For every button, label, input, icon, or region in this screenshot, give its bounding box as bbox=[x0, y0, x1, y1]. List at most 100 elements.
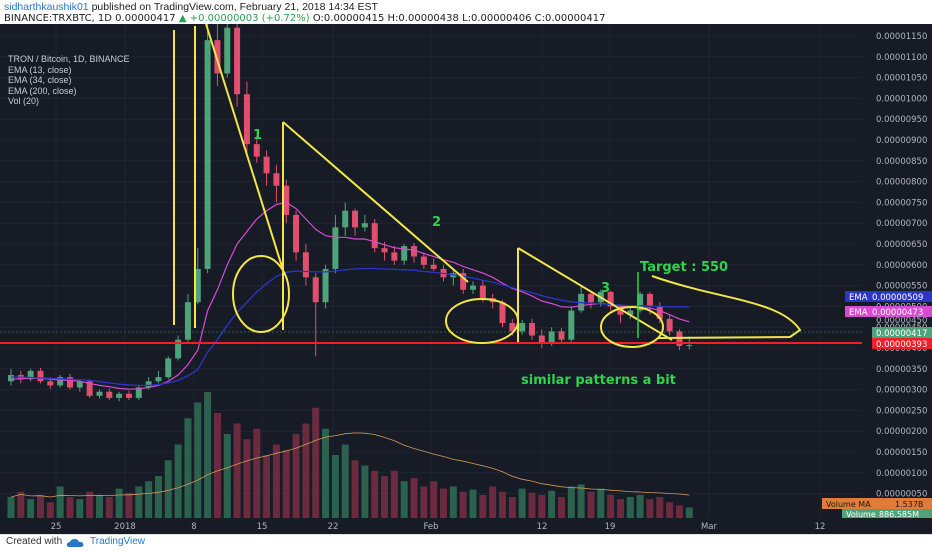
close-value: 0.00000417 bbox=[876, 329, 927, 339]
volume-bar bbox=[341, 444, 349, 518]
volume-bar bbox=[322, 428, 330, 518]
volume-bar bbox=[135, 486, 143, 518]
candle-body bbox=[135, 387, 142, 398]
last-price-tick: 0.00000450 bbox=[876, 316, 927, 326]
price-tick: 0.00000800 bbox=[876, 178, 927, 188]
candle-body bbox=[666, 318, 673, 332]
time-tick: 8 bbox=[191, 522, 196, 532]
volume-bar bbox=[489, 486, 497, 518]
ema34-name: EMA bbox=[849, 293, 868, 303]
publish-header: sidharthkaushik01 published on TradingVi… bbox=[0, 0, 932, 24]
volume-bar bbox=[27, 499, 35, 518]
volume-bar bbox=[204, 392, 212, 518]
candle-body bbox=[509, 323, 516, 332]
volume-bar bbox=[243, 439, 251, 518]
time-tick: Feb bbox=[423, 522, 438, 532]
volume-bar bbox=[420, 486, 428, 518]
time-tick: 19 bbox=[605, 522, 616, 532]
legend-ema13: EMA (13, close) bbox=[8, 64, 72, 75]
candle-body bbox=[165, 358, 172, 378]
volume-bar bbox=[7, 497, 15, 518]
volume-bar bbox=[499, 491, 506, 518]
price-tick: 0.00000550 bbox=[876, 282, 927, 292]
chart-canvas[interactable]: 1 2 3 Target : 550 similar patterns a bi… bbox=[0, 19, 932, 534]
price-tick: 0.00000950 bbox=[876, 115, 927, 125]
candle-body bbox=[637, 293, 644, 311]
volume-bar bbox=[66, 497, 74, 518]
volume-bar bbox=[145, 481, 153, 518]
price-tick: 0.00001050 bbox=[876, 74, 927, 84]
time-axis[interactable] bbox=[0, 518, 932, 534]
volume-bar bbox=[174, 444, 182, 518]
candle-body bbox=[302, 252, 309, 278]
price-axis[interactable] bbox=[862, 24, 932, 518]
price-tick: 0.00000700 bbox=[876, 219, 927, 229]
volume-bar bbox=[154, 476, 162, 518]
candle-body bbox=[86, 381, 93, 396]
volume-ma-label: Volume MA 1.537B bbox=[822, 498, 932, 509]
legend-vol: Vol (20) bbox=[8, 96, 40, 106]
volume-label: Volume 886.585M bbox=[842, 509, 932, 519]
candle-body bbox=[243, 94, 250, 145]
candle-body bbox=[361, 223, 368, 228]
candle-body bbox=[125, 393, 132, 398]
chart-svg[interactable]: 1 2 3 Target : 550 similar patterns a bi… bbox=[0, 19, 932, 534]
candle-body bbox=[607, 291, 614, 307]
candle-body bbox=[528, 323, 535, 336]
volume-bar bbox=[469, 489, 477, 518]
ema13-name: EMA bbox=[849, 308, 868, 318]
candle-body bbox=[283, 185, 290, 215]
price-tick: 0.00000050 bbox=[876, 490, 927, 500]
candle-body bbox=[37, 370, 44, 382]
price-tick: 0.00000200 bbox=[876, 427, 927, 437]
support-value: 0.00000393 bbox=[876, 340, 927, 350]
ohlc-close: C:0.00000417 bbox=[534, 13, 606, 24]
candle-body bbox=[420, 256, 427, 265]
candle-body bbox=[617, 306, 624, 315]
time-tick: 2018 bbox=[114, 522, 136, 532]
candle-body bbox=[479, 285, 486, 299]
volume-bar bbox=[46, 502, 54, 518]
candle-body bbox=[430, 264, 437, 269]
candle-body bbox=[332, 227, 339, 269]
price-tick: 0.00000650 bbox=[876, 240, 927, 250]
time-tick: 25 bbox=[51, 522, 62, 532]
candle-body bbox=[194, 268, 201, 303]
volume-bar bbox=[36, 494, 44, 518]
candlesticks bbox=[8, 19, 693, 402]
ohlc-low: L:0.00000406 bbox=[462, 13, 532, 24]
volume-bar bbox=[646, 499, 654, 518]
volume-bar bbox=[292, 434, 300, 518]
candle-body bbox=[175, 339, 182, 359]
volume-bar bbox=[95, 494, 103, 518]
price-tick: 0.00000850 bbox=[876, 157, 927, 167]
volume-bar bbox=[607, 494, 615, 518]
last-price: 0.00000417 bbox=[115, 13, 176, 24]
change-text: +0.00000003 (+0.72%) bbox=[189, 13, 310, 24]
candle-body bbox=[27, 370, 34, 380]
candle-body bbox=[342, 210, 349, 228]
target-label: Target : 550 bbox=[640, 260, 728, 275]
annotations bbox=[173, 23, 802, 348]
price-tick: 0.00000750 bbox=[876, 198, 927, 208]
annotation-1: 1 bbox=[253, 128, 262, 143]
legend-ema34: EMA (34, close) bbox=[8, 75, 72, 85]
candle-body bbox=[47, 381, 54, 386]
symbol-text: BINANCE:TRXBTC, 1D bbox=[4, 13, 112, 24]
candle-body bbox=[352, 210, 359, 228]
volume-bar bbox=[538, 494, 546, 518]
published-text: published on TradingView.com, February 2… bbox=[91, 1, 378, 13]
volume-bar bbox=[86, 491, 94, 518]
tradingview-brand[interactable]: TradingView bbox=[90, 536, 146, 547]
candle-body bbox=[106, 391, 113, 398]
candle-body bbox=[253, 144, 260, 157]
time-tick: 22 bbox=[328, 522, 339, 532]
volume-bar bbox=[253, 428, 261, 518]
price-tick: 0.00000150 bbox=[876, 448, 927, 458]
author-link[interactable]: sidharthkaushik01 bbox=[4, 1, 89, 13]
pattern-note: similar patterns a bit bbox=[521, 373, 676, 388]
candle-body bbox=[155, 377, 162, 382]
created-with-text: Created with bbox=[6, 536, 63, 547]
annotation-2: 2 bbox=[432, 215, 441, 230]
close-label: 0.00000417 bbox=[872, 327, 932, 339]
